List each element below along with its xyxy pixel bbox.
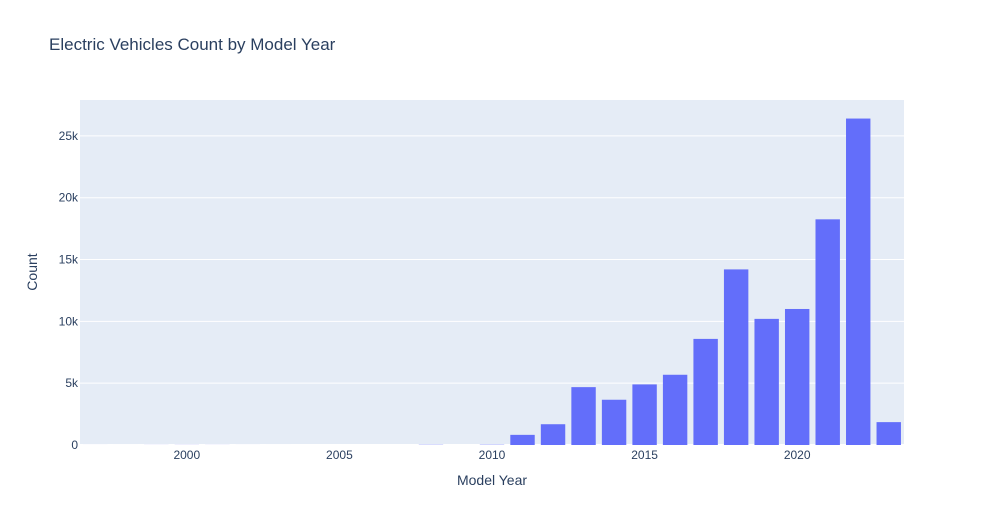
bar[interactable]	[510, 434, 535, 445]
bar[interactable]	[662, 374, 688, 445]
bar[interactable]	[632, 384, 657, 445]
y-tick-label: 10k	[59, 314, 79, 328]
bar[interactable]	[723, 269, 749, 445]
bar[interactable]	[540, 424, 566, 445]
bar[interactable]	[571, 387, 596, 445]
x-tick-label: 2010	[479, 448, 506, 462]
bar[interactable]	[784, 308, 810, 445]
x-tick-label: 2015	[631, 448, 658, 462]
x-axis-ticks: 2000 2005 2010 2015 2020	[173, 448, 810, 462]
bar[interactable]	[693, 338, 718, 445]
y-tick-label: 15k	[59, 253, 79, 267]
y-axis-ticks: 0 5k 10k 15k 20k 25k	[59, 129, 79, 452]
x-tick-label: 2000	[173, 448, 200, 462]
y-tick-label: 0	[71, 438, 78, 452]
y-axis-title: Count	[24, 253, 40, 290]
plot-background	[80, 100, 904, 445]
y-tick-label: 25k	[59, 129, 79, 143]
bar[interactable]	[876, 422, 901, 445]
bar[interactable]	[846, 118, 871, 445]
bar[interactable]	[815, 219, 840, 445]
chart-title: Electric Vehicles Count by Model Year	[49, 35, 336, 54]
y-tick-label: 5k	[65, 376, 79, 390]
x-tick-label: 2005	[326, 448, 353, 462]
y-tick-label: 20k	[59, 191, 79, 205]
bar[interactable]	[601, 399, 627, 445]
x-tick-label: 2020	[784, 448, 811, 462]
bars	[83, 118, 901, 445]
bar[interactable]	[754, 318, 779, 445]
x-axis-title: Model Year	[457, 472, 527, 488]
